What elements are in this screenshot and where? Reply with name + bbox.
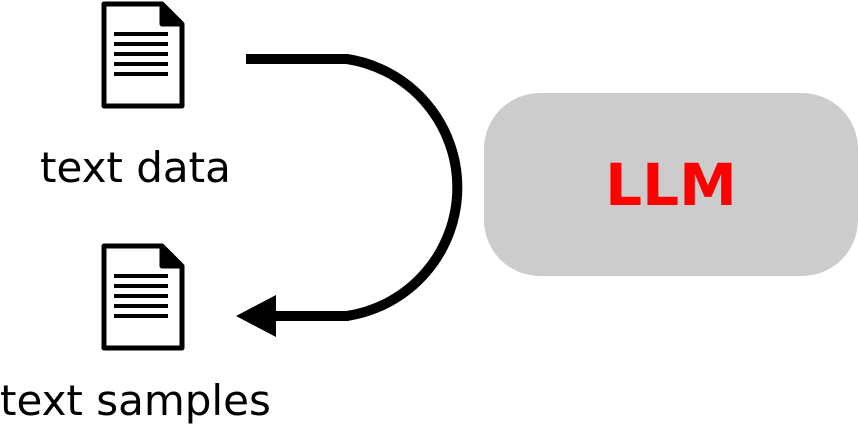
llm-node: LLM	[484, 93, 858, 276]
document-icon	[101, 243, 185, 351]
llm-label: LLM	[605, 150, 737, 219]
arrow-head	[236, 295, 276, 337]
arrow-curve	[246, 54, 463, 321]
document-icon	[101, 1, 185, 109]
target-label: text samples	[0, 376, 271, 425]
source-label: text data	[40, 143, 231, 192]
